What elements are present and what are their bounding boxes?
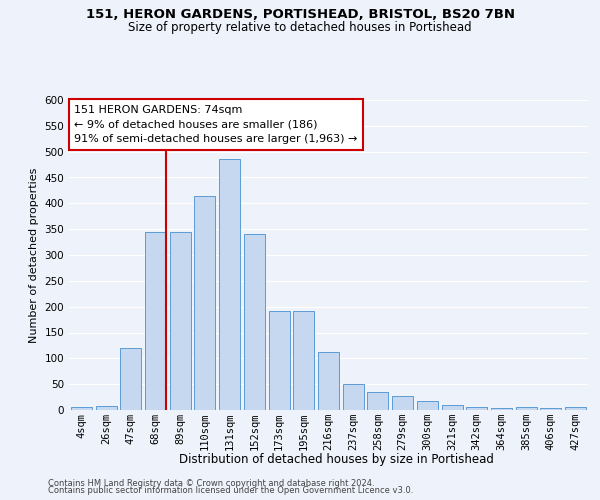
Bar (442, 406, 463, 410)
Text: Contains public sector information licensed under the Open Government Licence v3: Contains public sector information licen… (48, 486, 413, 495)
Bar (269, 311, 290, 410)
Y-axis label: Number of detached properties: Number of detached properties (29, 168, 39, 342)
Text: Size of property relative to detached houses in Portishead: Size of property relative to detached ho… (128, 21, 472, 34)
Bar (244, 234, 265, 410)
Bar (194, 196, 215, 410)
Text: Contains HM Land Registry data © Crown copyright and database right 2024.: Contains HM Land Registry data © Crown c… (48, 478, 374, 488)
Bar (343, 384, 364, 410)
Bar (120, 348, 141, 410)
Bar (417, 401, 438, 410)
Bar (318, 352, 339, 410)
Text: 151 HERON GARDENS: 74sqm
← 9% of detached houses are smaller (186)
91% of semi-d: 151 HERON GARDENS: 74sqm ← 9% of detache… (74, 104, 358, 144)
Bar (293, 311, 314, 410)
Text: 151, HERON GARDENS, PORTISHEAD, BRISTOL, BS20 7BN: 151, HERON GARDENS, PORTISHEAD, BRISTOL,… (86, 8, 515, 20)
Bar (170, 232, 191, 410)
Bar (541, 408, 562, 410)
Bar (466, 408, 487, 410)
Bar (491, 408, 512, 410)
Bar (219, 160, 240, 410)
Bar (516, 408, 537, 410)
Bar (95, 406, 116, 410)
Bar (71, 408, 92, 410)
Text: Distribution of detached houses by size in Portishead: Distribution of detached houses by size … (179, 452, 493, 466)
Bar (392, 396, 413, 410)
Bar (565, 408, 586, 410)
Bar (145, 232, 166, 410)
Bar (367, 392, 388, 410)
